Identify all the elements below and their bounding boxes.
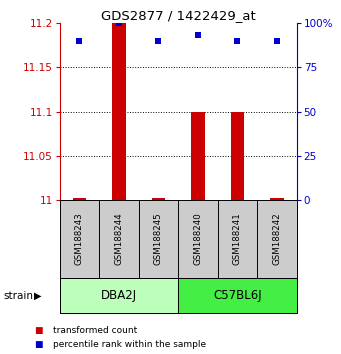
- Text: strain: strain: [3, 291, 33, 301]
- Text: ■: ■: [34, 326, 43, 336]
- Bar: [231, 112, 244, 200]
- Bar: [178, 278, 297, 313]
- Bar: [60, 278, 178, 313]
- Text: DBA2J: DBA2J: [101, 289, 137, 302]
- Text: GSM188244: GSM188244: [115, 212, 123, 266]
- Text: GSM188245: GSM188245: [154, 212, 163, 266]
- Text: transformed count: transformed count: [53, 326, 137, 336]
- Text: GSM188241: GSM188241: [233, 212, 242, 266]
- Bar: [151, 198, 165, 200]
- Title: GDS2877 / 1422429_at: GDS2877 / 1422429_at: [101, 9, 255, 22]
- Text: GSM188243: GSM188243: [75, 212, 84, 266]
- Bar: [112, 23, 126, 200]
- Text: GSM188242: GSM188242: [272, 212, 281, 266]
- Text: ▶: ▶: [34, 291, 42, 301]
- Text: C57BL6J: C57BL6J: [213, 289, 262, 302]
- Text: ■: ■: [34, 339, 43, 349]
- Bar: [73, 198, 86, 200]
- Text: GSM188240: GSM188240: [193, 212, 203, 266]
- Text: percentile rank within the sample: percentile rank within the sample: [53, 339, 206, 349]
- Bar: [270, 198, 284, 200]
- Bar: [191, 112, 205, 200]
